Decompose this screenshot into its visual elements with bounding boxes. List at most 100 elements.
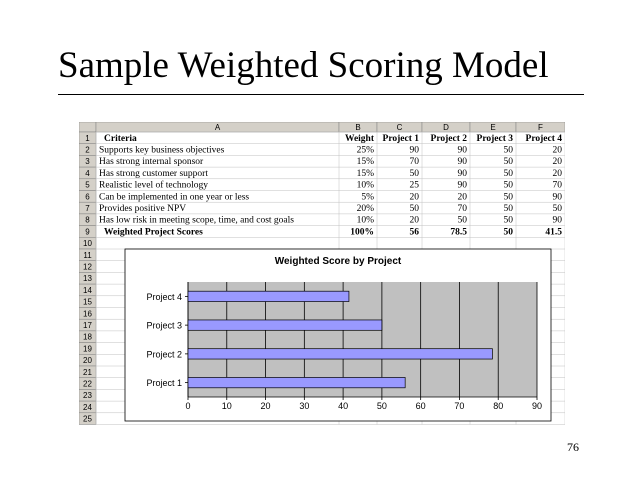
cell-value: 100% [350,227,374,237]
cell-criteria: Has strong internal sponsor [99,157,204,167]
row-number-label: 1 [85,134,90,143]
cell-value: 15% [357,169,375,179]
cell-value: 10% [357,216,375,226]
column-header-label: D [443,123,449,132]
cell-value: 20 [458,192,468,202]
cell-value: Project 3 [477,134,514,144]
select-all-corner[interactable] [79,122,97,133]
x-tick-label: 60 [416,401,426,411]
cell-value: 20 [553,169,563,179]
cell-value: 50 [504,216,514,226]
x-tick-label: 90 [532,401,542,411]
row-number-label: 5 [85,181,90,190]
row-number-label: 17 [83,321,92,330]
y-category-label: Project 4 [146,292,182,302]
row-number-label: 25 [83,415,92,424]
x-tick-label: 10 [222,401,232,411]
cell-value: 50 [553,204,563,214]
spreadsheet: A B C D E F 1 2 3 4 5 6 7 8 9 10 11 12 13 14 15 16 17 18 19 20 21 2… [79,122,565,426]
title-divider [58,94,584,95]
cell-value: Project 4 [526,134,563,144]
cell-value: 20 [553,157,563,167]
cell-criteria: Has low risk in meeting scope, time, and… [99,216,294,226]
cell-value: 90 [553,216,563,226]
cell-value: 56 [410,227,420,237]
column-header-label: C [397,123,403,132]
cell-value: 50 [504,227,514,237]
cell-criteria: Can be implemented in one year or less [99,192,249,202]
row-number-label: 18 [83,333,92,342]
row-number-label: 4 [85,169,90,178]
row-number-label: 10 [83,239,92,248]
row-number-label: 19 [83,344,92,353]
cell-value: 50 [504,192,514,202]
row-number-label: 20 [83,356,92,365]
cell-value: 50 [410,169,420,179]
cell-criteria: Criteria [104,134,137,144]
cell-value: 78.5 [450,227,467,237]
y-category-label: Project 2 [146,349,182,359]
row-number-label: 21 [83,368,92,377]
cell-value: 25% [357,146,375,156]
cell-criteria: Supports key business objectives [99,146,225,156]
cell-criteria: Provides positive NPV [99,204,186,214]
cell-value: 90 [458,146,468,156]
cell-value: 5% [361,192,374,202]
row-number-label: 15 [83,298,92,307]
column-header-label: B [355,123,360,132]
cell-criteria: Weighted Project Scores [104,227,203,237]
cell-value: 41.5 [545,227,562,237]
spreadsheet-grid: A B C D E F1234567891011121314151617181920212… [79,122,565,425]
bar-project-2 [187,348,493,360]
row-number-label: 23 [83,391,92,400]
cell-value: 90 [458,157,468,167]
x-tick-label: 40 [338,401,348,411]
column-header-label: A [215,123,221,132]
row-number-label: 9 [85,227,90,236]
cell-value: 50 [410,204,420,214]
row-number-label: 16 [83,309,92,318]
bar-project-4 [187,290,350,302]
cell-value: 20 [410,192,420,202]
cell-value: 70 [553,181,563,191]
row-number-label: 24 [83,403,92,412]
bar-project-3 [187,319,383,331]
cell-criteria: Has strong customer support [99,169,208,179]
cell-value: 90 [410,146,420,156]
x-tick-label: 20 [261,401,271,411]
cell-value: 90 [458,181,468,191]
chart-title: Weighted Score by Project [275,256,402,267]
cell-value: 10% [357,181,375,191]
cell-value: Weight [345,134,375,144]
cell-value: 50 [504,204,514,214]
page-number: 76 [567,440,579,454]
x-tick-label: 30 [299,401,309,411]
cell-value: Project 1 [383,134,420,144]
cell-value: 20% [357,204,375,214]
cell-value: 20 [410,216,420,226]
row-number-label: 22 [83,380,92,389]
y-category-label: Project 1 [146,378,182,388]
cell-value: 50 [504,181,514,191]
x-tick-label: 80 [493,401,503,411]
cell-value: 50 [504,146,514,156]
x-tick-label: 0 [185,401,190,411]
cell-criteria: Realistic level of technology [99,180,208,191]
cell-value: 70 [410,157,420,167]
cell-value: 15% [357,157,375,167]
row-number-label: 12 [83,263,92,272]
column-header-label: E [490,123,495,132]
column-header-label: F [538,123,543,132]
cell-value: 90 [553,192,563,202]
cell-value: 50 [458,216,468,226]
bar-project-1 [187,377,406,389]
row-number-label: 6 [85,192,90,201]
cell-value: 70 [458,204,468,214]
cell-value: 50 [504,157,514,167]
row-number-label: 8 [85,216,90,225]
row-number-label: 3 [85,157,90,166]
x-tick-label: 50 [377,401,387,411]
row-number-label: 13 [83,274,92,283]
row-number-label: 7 [85,204,90,213]
cell-value: 25 [410,181,420,191]
